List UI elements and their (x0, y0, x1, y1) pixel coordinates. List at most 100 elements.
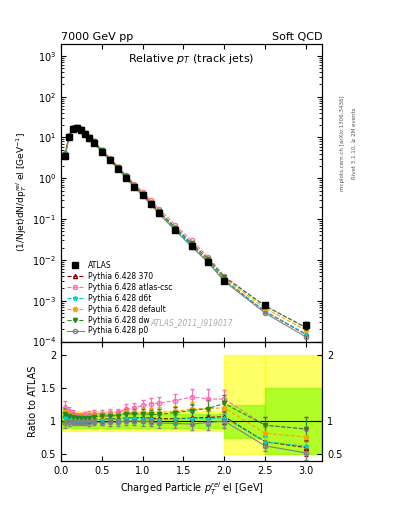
Pythia 6.428 370 (222, 277, 227, 283)
Line: Pythia 6.428 atlas-csc: Pythia 6.428 atlas-csc (63, 125, 308, 330)
Pythia 6.428 p0 (222, 278, 227, 284)
Line: Pythia 6.428 default: Pythia 6.428 default (63, 125, 308, 332)
Pythia 6.428 p0 (83, 132, 88, 138)
Pythia 6.428 370 (303, 331, 308, 337)
Pythia 6.428 p0 (173, 227, 178, 233)
Pythia 6.428 370 (79, 127, 84, 133)
Pythia 6.428 p0 (149, 202, 153, 208)
Pythia 6.428 p0 (91, 140, 96, 146)
Pythia 6.428 default (206, 255, 210, 262)
Legend: ATLAS, Pythia 6.428 370, Pythia 6.428 atlas-csc, Pythia 6.428 d6t, Pythia 6.428 : ATLAS, Pythia 6.428 370, Pythia 6.428 at… (65, 259, 174, 338)
Pythia 6.428 370 (124, 175, 129, 181)
Pythia 6.428 atlas-csc (67, 132, 72, 138)
Pythia 6.428 dw (91, 138, 96, 144)
Pythia 6.428 370 (132, 183, 137, 189)
Pythia 6.428 p0 (156, 210, 161, 217)
Pythia 6.428 atlas-csc (173, 222, 178, 228)
Pythia 6.428 default (189, 240, 194, 246)
Pythia 6.428 p0 (99, 149, 104, 155)
Y-axis label: Ratio to ATLAS: Ratio to ATLAS (28, 366, 38, 437)
Text: 7000 GeV pp: 7000 GeV pp (61, 32, 133, 42)
Pythia 6.428 p0 (132, 184, 137, 190)
Pythia 6.428 p0 (116, 166, 120, 172)
Pythia 6.428 default (263, 305, 268, 311)
Pythia 6.428 dw (75, 124, 80, 131)
X-axis label: Charged Particle $p^{rel}_{T}$ el [GeV]: Charged Particle $p^{rel}_{T}$ el [GeV] (119, 480, 264, 497)
Pythia 6.428 d6t (132, 183, 137, 189)
Pythia 6.428 default (83, 130, 88, 136)
Pythia 6.428 default (149, 199, 153, 205)
Pythia 6.428 atlas-csc (124, 172, 129, 178)
Pythia 6.428 atlas-csc (156, 206, 161, 212)
Pythia 6.428 dw (156, 208, 161, 215)
Text: ATLAS_2011_I919017: ATLAS_2011_I919017 (151, 317, 233, 327)
Pythia 6.428 370 (189, 242, 194, 248)
Pythia 6.428 370 (62, 152, 67, 158)
Pythia 6.428 d6t (71, 126, 75, 132)
Line: Pythia 6.428 dw: Pythia 6.428 dw (63, 125, 308, 330)
Pythia 6.428 370 (67, 134, 72, 140)
Pythia 6.428 d6t (87, 135, 92, 141)
Pythia 6.428 p0 (79, 127, 84, 134)
Pythia 6.428 d6t (222, 278, 227, 284)
Pythia 6.428 dw (263, 303, 268, 309)
Pythia 6.428 370 (91, 139, 96, 145)
Pythia 6.428 atlas-csc (303, 325, 308, 331)
Pythia 6.428 default (124, 173, 129, 179)
Pythia 6.428 atlas-csc (140, 188, 145, 195)
Pythia 6.428 p0 (67, 135, 72, 141)
Pythia 6.428 dw (71, 125, 75, 131)
Pythia 6.428 default (71, 125, 75, 131)
Pythia 6.428 p0 (140, 193, 145, 199)
Pythia 6.428 d6t (99, 148, 104, 155)
Pythia 6.428 dw (189, 240, 194, 246)
Pythia 6.428 p0 (124, 175, 129, 181)
Pythia 6.428 atlas-csc (222, 273, 227, 279)
Pythia 6.428 370 (116, 165, 120, 172)
Pythia 6.428 370 (263, 308, 268, 314)
Pythia 6.428 default (67, 133, 72, 139)
Pythia 6.428 p0 (189, 244, 194, 250)
Pythia 6.428 atlas-csc (116, 164, 120, 170)
Text: Rivet 3.1.10, ≥ 2M events: Rivet 3.1.10, ≥ 2M events (352, 108, 357, 179)
Pythia 6.428 d6t (149, 201, 153, 207)
Pythia 6.428 d6t (189, 242, 194, 248)
Pythia 6.428 370 (156, 209, 161, 216)
Pythia 6.428 default (140, 190, 145, 197)
Pythia 6.428 p0 (263, 310, 268, 316)
Pythia 6.428 d6t (116, 165, 120, 172)
Pythia 6.428 atlas-csc (87, 134, 92, 140)
Pythia 6.428 d6t (156, 210, 161, 216)
Pythia 6.428 default (116, 164, 120, 170)
Pythia 6.428 default (173, 224, 178, 230)
Pythia 6.428 atlas-csc (263, 303, 268, 309)
Pythia 6.428 dw (108, 156, 112, 162)
Pythia 6.428 p0 (75, 125, 80, 132)
Pythia 6.428 d6t (303, 331, 308, 337)
Text: Soft QCD: Soft QCD (272, 32, 322, 42)
Pythia 6.428 dw (206, 255, 210, 262)
Pythia 6.428 dw (79, 126, 84, 133)
Pythia 6.428 atlas-csc (62, 150, 67, 156)
Pythia 6.428 370 (71, 125, 75, 132)
Line: Pythia 6.428 p0: Pythia 6.428 p0 (63, 126, 308, 339)
Pythia 6.428 dw (303, 325, 308, 331)
Pythia 6.428 dw (140, 190, 145, 197)
Pythia 6.428 atlas-csc (75, 124, 80, 130)
Pythia 6.428 d6t (62, 152, 67, 158)
Pythia 6.428 dw (62, 152, 67, 158)
Pythia 6.428 default (108, 156, 112, 162)
Pythia 6.428 atlas-csc (206, 253, 210, 260)
Pythia 6.428 atlas-csc (71, 124, 75, 131)
Pythia 6.428 d6t (124, 175, 129, 181)
Pythia 6.428 dw (83, 130, 88, 136)
Pythia 6.428 370 (83, 131, 88, 137)
Pythia 6.428 atlas-csc (83, 130, 88, 136)
Pythia 6.428 default (222, 275, 227, 281)
Pythia 6.428 default (75, 124, 80, 131)
Pythia 6.428 default (87, 134, 92, 140)
Pythia 6.428 370 (75, 125, 80, 131)
Pythia 6.428 d6t (67, 134, 72, 140)
Pythia 6.428 d6t (173, 226, 178, 232)
Pythia 6.428 d6t (108, 157, 112, 163)
